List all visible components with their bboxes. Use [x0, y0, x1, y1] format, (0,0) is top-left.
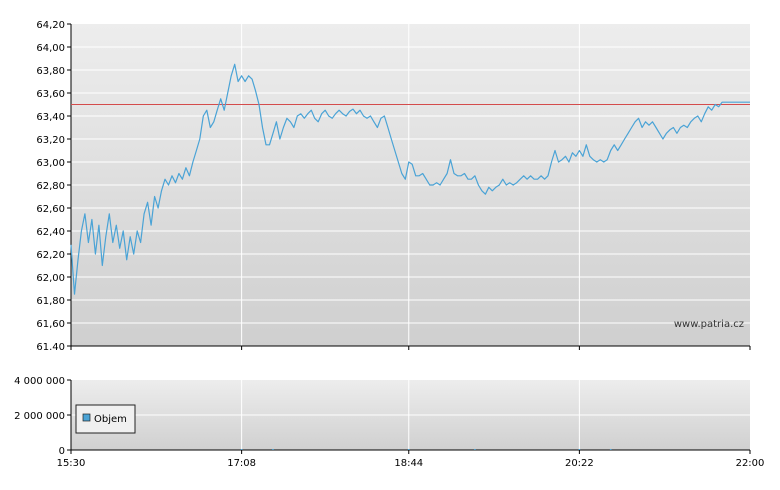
watermark: www.patria.cz [674, 319, 744, 330]
volume-bar [474, 449, 476, 450]
volume-bar [578, 449, 581, 450]
price-y-tick-label: 63,20 [36, 135, 65, 146]
x-tick-label: 20:22 [565, 458, 594, 469]
price-y-tick-label: 62,40 [36, 227, 65, 238]
price-grid [71, 24, 750, 346]
x-tick-label: 17:08 [227, 458, 256, 469]
volume-y-tick-label: 2 000 000 [14, 411, 65, 422]
volume-y-ticks: 4 000 000 2 000 000 0 [14, 376, 71, 457]
volume-y-tick-label: 4 000 000 [14, 376, 65, 387]
price-y-tick-label: 61,60 [36, 319, 65, 330]
price-y-tick-label: 62,00 [36, 273, 65, 284]
legend-swatch [82, 413, 91, 422]
price-y-tick-label: 61,80 [36, 296, 65, 307]
price-y-tick-label: 64,00 [36, 43, 65, 54]
price-y-tick-label: 61.40 [36, 342, 65, 353]
legend: Objem [75, 404, 136, 434]
volume-bar [407, 449, 410, 450]
volume-bar [609, 449, 612, 450]
price-y-tick-label: 63,80 [36, 66, 65, 77]
price-y-tick-label: 64,20 [36, 20, 65, 31]
price-y-ticks: 64,20 64,00 63,80 63,60 63,40 63,20 63,00 62,80… [36, 20, 71, 353]
x-tick-label: 22:00 [736, 458, 765, 469]
price-line [70, 63, 750, 295]
price-y-tick-label: 62,20 [36, 250, 65, 261]
price-series-group [70, 63, 750, 295]
price-y-tick-label: 63,00 [36, 158, 65, 169]
volume-bars-group [240, 449, 612, 450]
volume-y-tick-label: 0 [59, 446, 65, 457]
volume-bar [240, 449, 243, 450]
price-y-tick-label: 63,40 [36, 112, 65, 123]
x-tick-label: 15:30 [57, 458, 86, 469]
price-y-tick-label: 62,60 [36, 204, 65, 215]
legend-label: Objem [94, 414, 127, 425]
price-y-tick-label: 62,80 [36, 181, 65, 192]
x-ticks: 15:30 17:08 18:44 20:22 22:00 [57, 346, 765, 469]
price-y-tick-label: 63,60 [36, 89, 65, 100]
volume-grid [71, 380, 750, 450]
volume-bar [272, 449, 274, 450]
x-tick-label: 18:44 [394, 458, 423, 469]
